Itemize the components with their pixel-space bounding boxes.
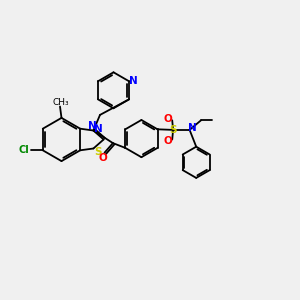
- Text: CH₃: CH₃: [52, 98, 69, 107]
- Text: N: N: [129, 76, 138, 86]
- Text: Cl: Cl: [19, 145, 29, 155]
- Text: O: O: [163, 113, 172, 124]
- Text: N: N: [88, 121, 97, 131]
- Text: N: N: [94, 124, 102, 134]
- Text: S: S: [94, 147, 101, 157]
- Text: S: S: [169, 125, 177, 135]
- Text: O: O: [98, 152, 107, 163]
- Text: N: N: [188, 123, 196, 134]
- Text: O: O: [163, 136, 172, 146]
